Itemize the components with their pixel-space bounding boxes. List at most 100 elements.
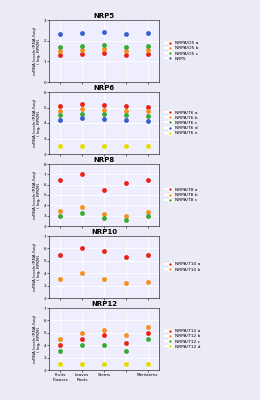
Point	[102, 342, 106, 348]
Point	[58, 276, 62, 282]
Point	[102, 210, 106, 217]
Point	[124, 112, 128, 118]
Title: NRP10: NRP10	[91, 229, 117, 235]
Point	[80, 30, 84, 37]
Point	[146, 323, 150, 330]
Point	[58, 348, 62, 355]
Point	[146, 176, 150, 183]
Point	[80, 342, 84, 348]
Point	[80, 110, 84, 117]
Point	[146, 113, 150, 119]
Point	[146, 30, 150, 37]
Point	[124, 216, 128, 223]
Point	[80, 43, 84, 49]
Point	[146, 143, 150, 150]
Title: NRP8: NRP8	[93, 157, 115, 163]
Point	[58, 117, 62, 123]
Point	[102, 107, 106, 113]
Point	[146, 361, 150, 367]
Point	[80, 101, 84, 108]
Point	[58, 212, 62, 219]
Point	[124, 212, 128, 219]
Point	[102, 116, 106, 122]
Legend: NRPA/O5 a, NRPA/O5 b, NRPA/O5 c, NRP5: NRPA/O5 a, NRPA/O5 b, NRPA/O5 c, NRP5	[165, 41, 198, 61]
Point	[80, 361, 84, 367]
Point	[102, 276, 106, 282]
Point	[146, 336, 150, 342]
Point	[102, 111, 106, 118]
Point	[146, 108, 150, 114]
Point	[80, 330, 84, 336]
Point	[102, 248, 106, 254]
Point	[124, 44, 128, 50]
Point	[146, 212, 150, 219]
Point	[146, 43, 150, 49]
Point	[124, 340, 128, 346]
Point	[124, 52, 128, 58]
Point	[58, 207, 62, 214]
Point	[58, 103, 62, 109]
Point	[102, 102, 106, 108]
Point	[124, 31, 128, 38]
Point	[146, 104, 150, 110]
Point	[80, 209, 84, 216]
Point	[102, 214, 106, 221]
Y-axis label: mRNA levels (RNA-Seq)
( log₂ RPKM): mRNA levels (RNA-Seq) ( log₂ RPKM)	[33, 243, 42, 291]
Point	[146, 47, 150, 53]
Point	[58, 176, 62, 183]
Point	[124, 103, 128, 109]
Y-axis label: mRNA levels (RNA-Seq)
( log₂ RPKM): mRNA levels (RNA-Seq) ( log₂ RPKM)	[33, 99, 42, 147]
Point	[124, 179, 128, 186]
Point	[80, 171, 84, 178]
Point	[146, 279, 150, 285]
Point	[58, 143, 62, 150]
Point	[58, 336, 62, 342]
Point	[124, 117, 128, 123]
Point	[80, 270, 84, 276]
Y-axis label: mRNA levels (RNA-Seq)
( log₂ RPKM): mRNA levels (RNA-Seq) ( log₂ RPKM)	[33, 171, 42, 219]
Point	[58, 112, 62, 118]
Point	[80, 143, 84, 150]
Point	[80, 106, 84, 112]
Legend: NRPA/T10 a, NRPA/T10 b: NRPA/T10 a, NRPA/T10 b	[165, 262, 200, 272]
Title: NRP5: NRP5	[93, 13, 115, 19]
Title: NRP6: NRP6	[93, 85, 115, 91]
Point	[80, 336, 84, 342]
Legend: NRPA/T8 a, NRPA/T8 b, NRPA/T8 c: NRPA/T8 a, NRPA/T8 b, NRPA/T8 c	[165, 188, 198, 202]
Point	[102, 42, 106, 48]
Point	[146, 330, 150, 336]
Point	[124, 361, 128, 367]
Point	[80, 47, 84, 53]
Title: NRP12: NRP12	[91, 301, 117, 307]
Point	[102, 46, 106, 52]
Point	[58, 342, 62, 348]
Point	[102, 327, 106, 334]
Point	[58, 108, 62, 114]
Point	[102, 332, 106, 338]
Point	[58, 251, 62, 258]
Point	[80, 51, 84, 57]
Point	[124, 280, 128, 286]
Point	[124, 143, 128, 150]
Legend: NRPA/T12 a, NRPA/T12 b, NRPA/T12 c, NRPA/T12 d: NRPA/T12 a, NRPA/T12 b, NRPA/T12 c, NRPA…	[165, 329, 200, 349]
Point	[102, 361, 106, 367]
Point	[102, 50, 106, 56]
Point	[80, 245, 84, 252]
Point	[58, 31, 62, 38]
Point	[58, 361, 62, 367]
Point	[124, 254, 128, 260]
Point	[58, 48, 62, 54]
Point	[124, 48, 128, 54]
Point	[146, 118, 150, 124]
Point	[124, 348, 128, 355]
Point	[102, 29, 106, 36]
Y-axis label: mRNA levels (RNA-Seq)
( log₂ RPKM): mRNA levels (RNA-Seq) ( log₂ RPKM)	[33, 315, 42, 363]
Point	[146, 51, 150, 57]
Point	[102, 143, 106, 150]
Point	[124, 332, 128, 338]
Legend: NRPA/T6 a, NRPA/T6 b, NRPA/T6 c, NRPA/T6 d, NRPA/T6 e: NRPA/T6 a, NRPA/T6 b, NRPA/T6 c, NRPA/T6…	[165, 110, 198, 136]
Y-axis label: mRNA levels (RNA-Seq)
( log₂ RPKM): mRNA levels (RNA-Seq) ( log₂ RPKM)	[33, 27, 42, 75]
Point	[146, 251, 150, 258]
Point	[80, 204, 84, 210]
Point	[58, 44, 62, 50]
